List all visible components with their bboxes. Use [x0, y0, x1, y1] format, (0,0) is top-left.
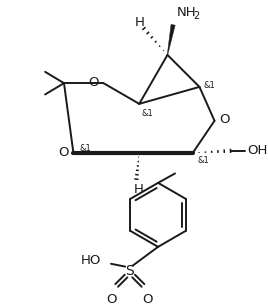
- Text: &1: &1: [203, 80, 215, 90]
- Text: NH: NH: [177, 6, 196, 19]
- Polygon shape: [167, 24, 175, 55]
- Text: O: O: [219, 113, 230, 126]
- Text: 2: 2: [193, 11, 199, 21]
- Text: OH: OH: [247, 144, 268, 157]
- Text: O: O: [58, 146, 69, 159]
- Text: &1: &1: [79, 144, 91, 152]
- Text: HO: HO: [81, 254, 102, 267]
- Text: H: H: [134, 16, 144, 29]
- Text: &1: &1: [141, 109, 153, 118]
- Text: &1: &1: [198, 156, 209, 165]
- Text: H: H: [133, 183, 143, 196]
- Text: O: O: [107, 293, 117, 306]
- Text: S: S: [125, 264, 134, 278]
- Text: O: O: [88, 76, 99, 89]
- Text: O: O: [143, 293, 153, 306]
